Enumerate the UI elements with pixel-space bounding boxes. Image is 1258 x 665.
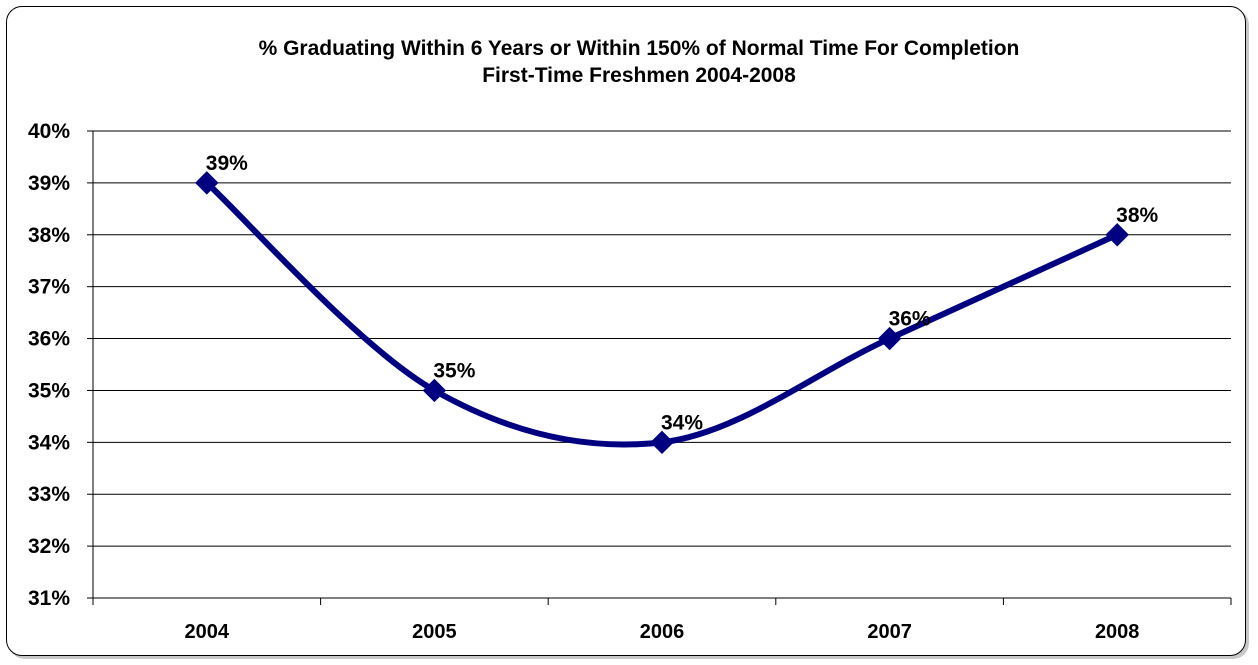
data-point-2005 — [422, 378, 447, 403]
y-tick-label: 37% — [28, 276, 70, 299]
y-tick-label: 40% — [28, 120, 70, 143]
series-line — [203, 179, 1121, 448]
data-label-2007: 36% — [889, 308, 931, 331]
data-point-2006 — [650, 430, 674, 455]
y-tick-label: 39% — [28, 172, 70, 195]
y-tick-label: 38% — [28, 224, 70, 247]
chart-frame — [6, 6, 1246, 656]
data-label-2005: 35% — [433, 359, 475, 382]
chart-subtitle: First-Time Freshmen 2004-2008 — [482, 64, 796, 87]
data-label-2006: 34% — [661, 411, 703, 434]
data-label-2004: 39% — [206, 152, 248, 175]
y-tick-label: 36% — [28, 328, 70, 351]
chart-title: % Graduating Within 6 Years or Within 15… — [258, 37, 1020, 60]
x-tick-label: 2008 — [1095, 621, 1140, 643]
x-tick-label: 2004 — [185, 621, 230, 643]
data-label-2008: 38% — [1116, 204, 1158, 227]
data-point-2007 — [877, 326, 902, 351]
x-tick-label: 2006 — [640, 621, 685, 643]
y-tick-label: 34% — [28, 431, 70, 454]
y-tick-label: 32% — [28, 535, 70, 558]
data-point-2008 — [1105, 223, 1129, 247]
y-tick-label: 35% — [28, 379, 70, 402]
x-tick-label: 2005 — [412, 621, 457, 643]
y-tick-label: 33% — [28, 483, 70, 506]
chart-title-block: % Graduating Within 6 Years or Within 15… — [10, 35, 1258, 89]
x-tick-label: 2007 — [867, 621, 912, 643]
y-tick-label: 31% — [28, 587, 70, 610]
data-point-2004 — [195, 171, 219, 195]
